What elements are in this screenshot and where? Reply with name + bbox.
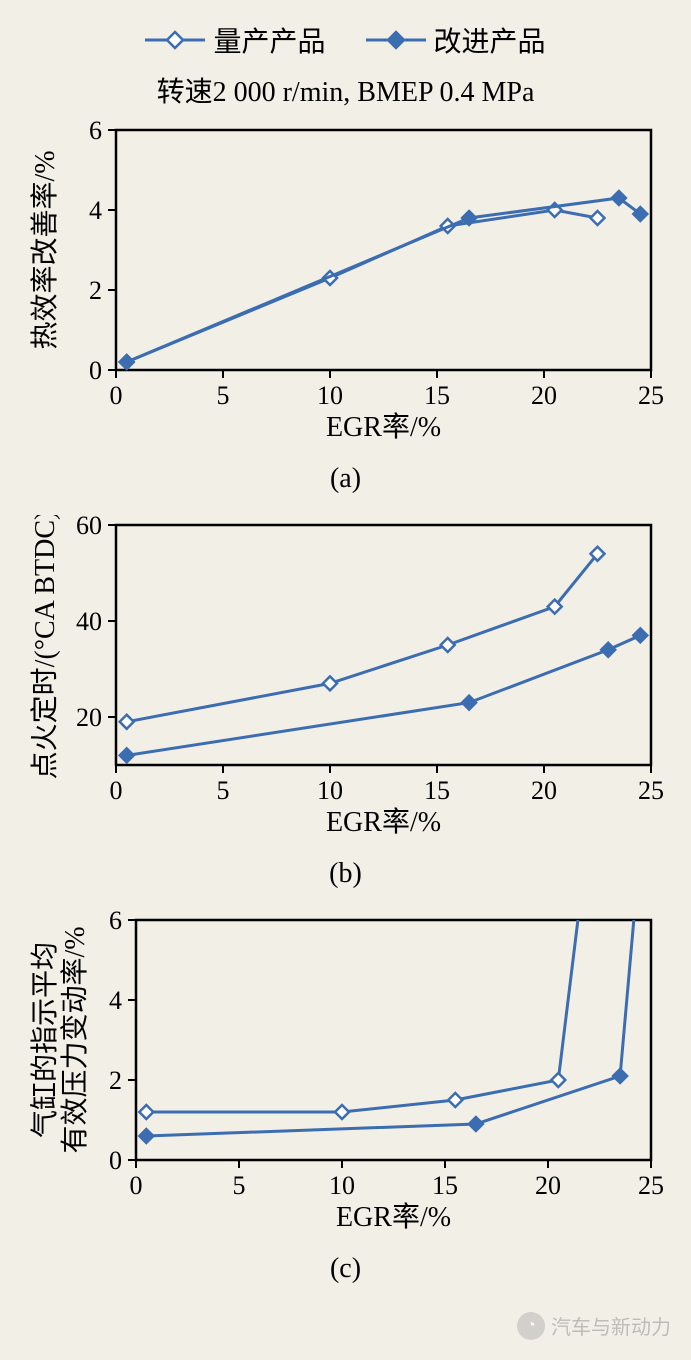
svg-text:4: 4	[109, 986, 122, 1015]
diamond-open-icon	[145, 30, 205, 50]
svg-text:25: 25	[638, 1171, 664, 1200]
svg-text:60: 60	[76, 515, 102, 540]
svg-text:20: 20	[535, 1171, 561, 1200]
svg-text:20: 20	[76, 703, 102, 732]
svg-text:10: 10	[317, 776, 343, 805]
svg-text:6: 6	[109, 910, 122, 935]
chart-c: 0 5 10 15 20 25 0 2 4 6 EGR率/% 气缸的指示平均有效压力变动率/% (c)	[26, 910, 666, 1285]
chart-a-svg: 0 5 10 15 20 25 0 2 4 6 EGR率/% 热效率改善率/%	[26, 120, 666, 450]
legend-item-series1: 量产产品	[145, 20, 325, 60]
chart-a: 0 5 10 15 20 25 0 2 4 6 EGR率/% 热效率改善率/% (a)	[26, 120, 666, 495]
watermark-icon: ◔	[517, 1312, 545, 1340]
svg-text:2: 2	[109, 1066, 122, 1095]
subtitle: 转速2 000 r/min, BMEP 0.4 MPa	[10, 70, 681, 110]
chart-b-sublabel: (b)	[26, 858, 666, 890]
svg-text:15: 15	[424, 776, 450, 805]
svg-text:热效率改善率/%: 热效率改善率/%	[29, 150, 61, 349]
svg-text:5: 5	[216, 776, 229, 805]
svg-text:5: 5	[216, 381, 229, 410]
chart-b-svg: 0 5 10 15 20 25 20 40 60 EGR率/% 点火定时/(°CA BTDC)	[26, 515, 666, 845]
svg-text:0: 0	[109, 381, 122, 410]
svg-text:5: 5	[232, 1171, 245, 1200]
svg-text:2: 2	[89, 276, 102, 305]
svg-text:EGR率/%: EGR率/%	[325, 411, 440, 443]
legend: 量产产品 改进产品	[10, 20, 681, 60]
chart-c-sublabel: (c)	[26, 1253, 666, 1285]
diamond-solid-icon	[366, 30, 426, 50]
watermark-text: 汽车与新动力	[551, 1311, 671, 1340]
legend-label-2: 改进产品	[434, 20, 546, 60]
svg-text:有效压力变动率/%: 有效压力变动率/%	[59, 926, 91, 1153]
svg-text:0: 0	[129, 1171, 142, 1200]
svg-text:10: 10	[317, 381, 343, 410]
svg-text:4: 4	[89, 196, 102, 225]
svg-text:气缸的指示平均: 气缸的指示平均	[29, 942, 61, 1138]
svg-text:0: 0	[89, 356, 102, 385]
watermark: ◔ 汽车与新动力	[517, 1311, 671, 1340]
chart-b: 0 5 10 15 20 25 20 40 60 EGR率/% 点火定时/(°CA BTDC) (b…	[26, 515, 666, 890]
svg-text:20: 20	[531, 776, 557, 805]
svg-text:40: 40	[76, 607, 102, 636]
svg-text:25: 25	[638, 381, 664, 410]
svg-text:EGR率/%: EGR率/%	[335, 1201, 450, 1233]
svg-text:6: 6	[89, 120, 102, 145]
svg-text:EGR率/%: EGR率/%	[325, 806, 440, 838]
legend-item-series2: 改进产品	[366, 20, 546, 60]
svg-text:25: 25	[638, 776, 664, 805]
chart-a-sublabel: (a)	[26, 463, 666, 495]
svg-text:20: 20	[531, 381, 557, 410]
svg-text:0: 0	[109, 1146, 122, 1175]
svg-text:15: 15	[432, 1171, 458, 1200]
svg-text:0: 0	[109, 776, 122, 805]
svg-text:10: 10	[329, 1171, 355, 1200]
svg-text:15: 15	[424, 381, 450, 410]
legend-label-1: 量产产品	[213, 20, 325, 60]
svg-text:点火定时/(°CA BTDC): 点火定时/(°CA BTDC)	[29, 515, 61, 779]
chart-c-svg: 0 5 10 15 20 25 0 2 4 6 EGR率/% 气缸的指示平均有效压力变动率/%	[26, 910, 666, 1240]
